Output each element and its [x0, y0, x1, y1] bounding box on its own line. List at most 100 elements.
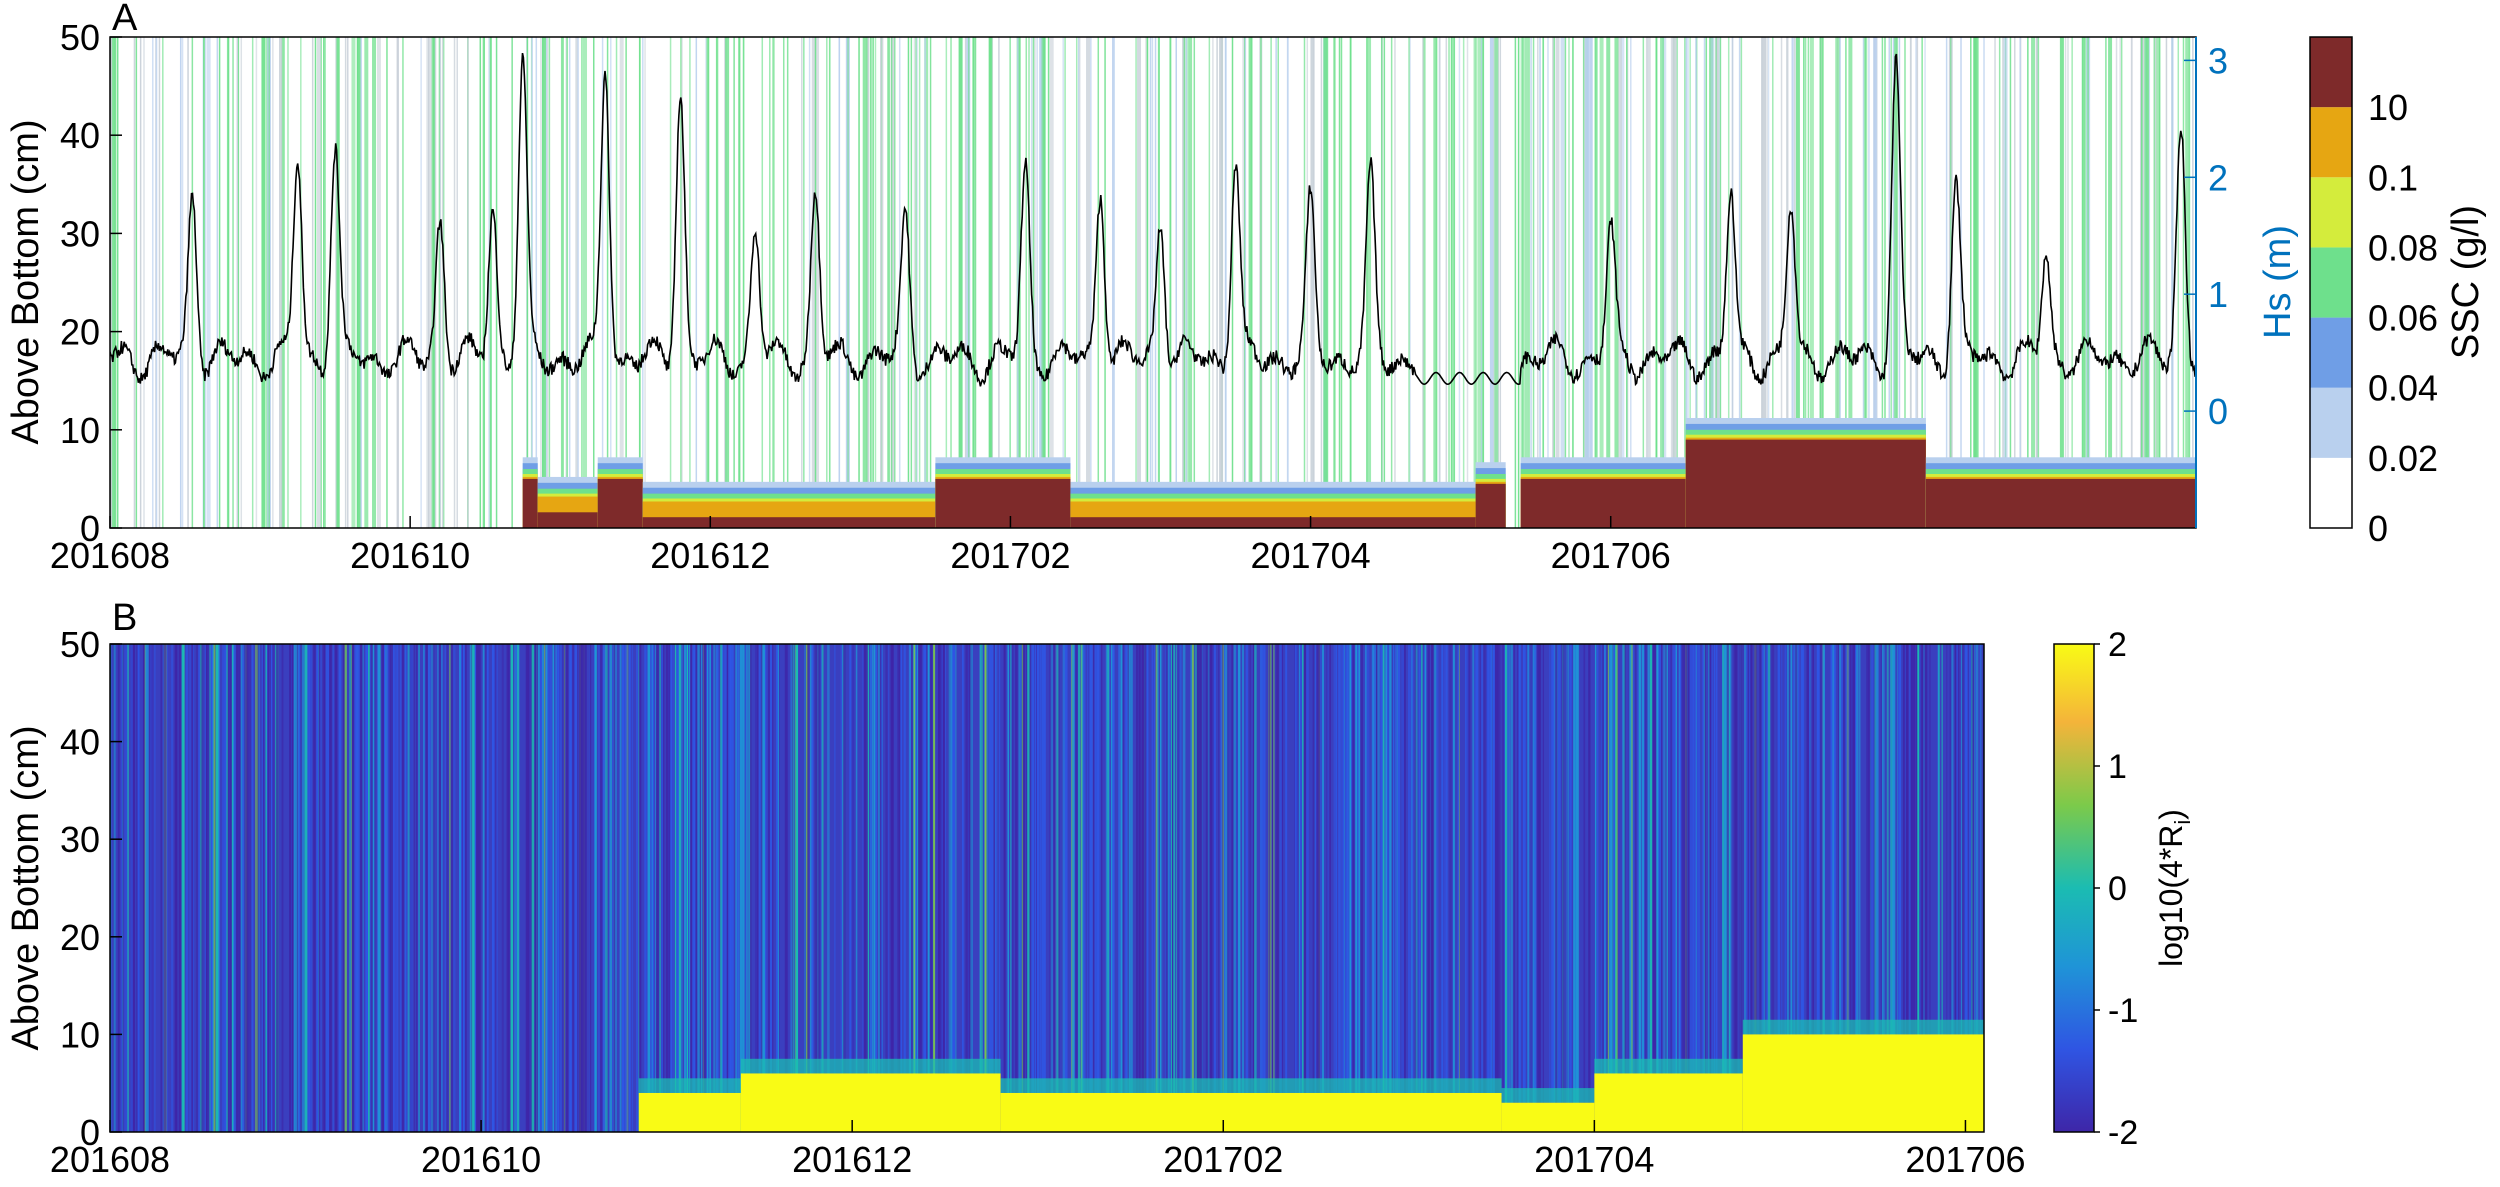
panel-b-ri-stripe [581, 644, 585, 1132]
panel-b-ri-stripe [453, 644, 456, 1132]
panel-a-ssc-stripe [1259, 37, 1261, 528]
panel-b-ri-stripe [1886, 644, 1889, 1132]
panel-b-ri-stripe [1146, 644, 1149, 1132]
panel-b-ri-stripe [762, 644, 765, 1132]
panel-b-ri-stripe [1937, 644, 1940, 1132]
panel-b-ri-stripe [1016, 644, 1019, 1132]
panel-b-ri-stripe [759, 644, 762, 1132]
panel-b-ri-stripe [1098, 644, 1101, 1132]
panel-b-ri-stripe [1329, 644, 1331, 1132]
panel-b-ri-stripe [1508, 644, 1511, 1132]
panel-b-ri-stripe [127, 644, 129, 1132]
panel-b-ri-stripe [213, 644, 216, 1132]
panel-b-ri-stripe [1848, 644, 1850, 1132]
panel-a-ssc-stripe [1086, 37, 1091, 528]
panel-a-ssc-stripe [1970, 37, 1972, 528]
panel-b-colorbar [2053, 643, 2095, 1133]
panel-a-ssc-stripe [725, 37, 730, 528]
panel-b-ri-stripe [614, 644, 617, 1132]
panel-a-ssc-stripe [1062, 37, 1064, 528]
panel-b-ri-stripe [1951, 644, 1954, 1132]
panel-b-ri-stripe [136, 644, 139, 1132]
panel-b-ri-stripe [1245, 644, 1248, 1132]
panel-a-ssc-stripe [216, 37, 219, 528]
panel-a-ssc-stripe [1835, 37, 1840, 528]
panel-a-ssc-stripe [838, 37, 841, 528]
panel-a-ssc-stripe [1772, 37, 1774, 528]
panel-b-ri-stripe [1909, 644, 1911, 1132]
panel-b-ri-stripe [1049, 644, 1052, 1132]
panel-a-colorbar: 0 0.02 0.04 0.06 0.08 0.1 10 [2309, 36, 2438, 549]
panel-b-ri-stripe [1338, 644, 1341, 1132]
panel-b-ri-stripe [1418, 644, 1421, 1132]
panel-b-ri-stripe [1090, 644, 1093, 1132]
panel-b-ri-stripe [1321, 644, 1325, 1132]
panel-b-ri-stripe [130, 644, 133, 1132]
panel-b-ri-stripe [711, 644, 713, 1132]
panel-a-ssc-stripe [716, 37, 719, 528]
panel-a-ssc-stripe [1366, 37, 1368, 528]
panel-b-ri-stripe [739, 644, 743, 1132]
panel-a-ssc-stripe [2172, 37, 2174, 528]
panel-a-ssc-stripe [1477, 37, 1482, 528]
panel-b-ri-stripe [210, 644, 213, 1132]
panel-a-ssc-stripe [695, 37, 698, 528]
panel-a-ssc-stripe [880, 37, 882, 528]
panel-b-ri-stripe [578, 644, 582, 1132]
panel-b-ri-stripe [1870, 644, 1873, 1132]
panel-b-ri-stripe [1790, 644, 1793, 1132]
panel-a-ssc-stripe [420, 37, 422, 528]
panel-b-ri-stripe [669, 644, 671, 1132]
panel-b-ri-stripe [1094, 644, 1097, 1132]
panel-a-ssc-stripe [1338, 37, 1341, 528]
panel-a-ssc-stripe [890, 37, 893, 528]
panel-b-ri-stripe [537, 644, 540, 1132]
panel-a-ssc-stripe [2182, 37, 2185, 528]
panel-b-ri-stripe [1408, 644, 1410, 1132]
panel-b-ri-stripe [1923, 644, 1925, 1132]
panel-b-ri-stripe [1389, 644, 1392, 1132]
panel-b-ri-stripe [692, 644, 696, 1132]
panel-a-ssc-stripe [204, 37, 207, 528]
panel-a-ssc-stripe [705, 37, 707, 528]
panel-a-ssc-stripe [1761, 37, 1763, 528]
panel-b-ri-stripe [879, 644, 883, 1132]
panel-b-ri-stripe [113, 644, 116, 1132]
panel-b-ri-stripe [476, 644, 479, 1132]
panel-b-ri-stripe [149, 644, 151, 1132]
panel-b-ri-stripe [1191, 644, 1194, 1132]
panel-a-ssc-stripe [1685, 37, 1688, 528]
panel-b-xtick-label-5: 201706 [1905, 1139, 2025, 1180]
panel-a-ssc-stripe [1762, 37, 1767, 528]
panel-a-ssc-stripe [2105, 37, 2107, 528]
panel-b-ri-stripe [1428, 644, 1430, 1132]
panel-b-ri-stripe [1644, 644, 1648, 1132]
panel-b-ri-stripe [275, 644, 278, 1132]
panel-a-ssc-stripe [1542, 37, 1545, 528]
panel-b-ri-stripe [1753, 644, 1757, 1132]
panel-b-colorbar-label-sub: i [2170, 820, 2195, 825]
panel-a-ssc-stripe [467, 37, 469, 528]
panel-b-ri-stripe [1537, 644, 1540, 1132]
panel-b-ri-stripe [980, 644, 983, 1132]
panel-b-ri-stripe [1276, 644, 1279, 1132]
panel-b-ri-stripe [1268, 644, 1271, 1132]
panel-b-ri-stripe [908, 644, 912, 1132]
panel-a-ssc-stripe [2059, 37, 2064, 528]
panel-b-ri-stripe [1846, 644, 1850, 1132]
panel-b-ri-stripe [1665, 644, 1668, 1132]
panel-b-ri-stripe [1767, 644, 1771, 1132]
panel-b-ri-stripe [1710, 644, 1714, 1132]
panel-b-ri-stripe [1351, 644, 1354, 1132]
panel-a-ssc-stripe [1448, 37, 1450, 528]
panel-a-ssc-stripe [1873, 37, 1878, 528]
panel-b-ri-stripe [1497, 644, 1501, 1132]
panel-a-ssc-stripe [1340, 37, 1343, 528]
panel-a-ssc-stripe [1710, 37, 1715, 528]
panel-a-ssc-stripe [1591, 37, 1593, 528]
panel-b-ri-stripe [1919, 644, 1921, 1132]
panel-b-ri-stripe [545, 644, 548, 1132]
panel-b-ri-stripe [1072, 644, 1075, 1132]
panel-b-ri-stripe [1096, 644, 1100, 1132]
